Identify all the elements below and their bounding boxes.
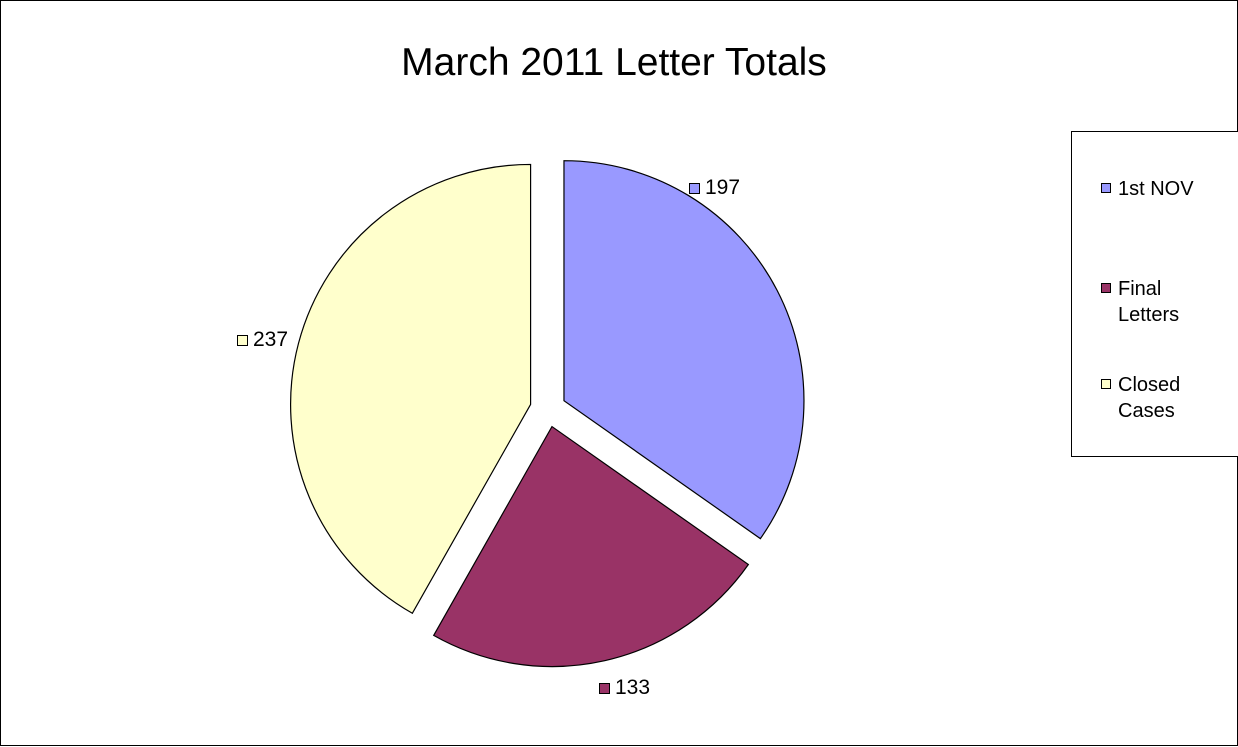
pie-slice-1st-nov: [563, 160, 805, 540]
legend-label-line: Letters: [1118, 304, 1180, 326]
data-label-value-final-letters: 133: [615, 676, 651, 699]
legend-swatch-final-letters: [1101, 283, 1111, 293]
pie-slice-closed-cases: [290, 163, 532, 615]
legend-label-1st-nov: 1st NOV: [1118, 176, 1194, 202]
data-label-value-closed-cases: 237: [253, 328, 289, 351]
legend-label-line: 1st NOV: [1118, 178, 1194, 200]
legend-label-line: Cases: [1118, 400, 1175, 422]
chart-title: March 2011 Letter Totals: [401, 41, 827, 84]
data-label-value-1st-nov: 197: [705, 176, 741, 199]
legend: 1st NOV Final Letters Closed Cases: [1071, 131, 1238, 457]
legend-label-line: Closed: [1118, 374, 1181, 396]
data-label-swatch-final-letters: [599, 683, 610, 694]
legend-swatch-closed-cases: [1101, 379, 1111, 389]
data-label-swatch-1st-nov: [689, 183, 700, 194]
legend-label-closed-cases: Closed Cases: [1118, 372, 1180, 424]
legend-label-final-letters: Final Letters: [1118, 276, 1179, 328]
pie-slice-final-letters: [432, 425, 750, 668]
legend-label-line: Final: [1118, 278, 1162, 300]
data-label-swatch-closed-cases: [237, 335, 248, 346]
legend-swatch-1st-nov: [1101, 183, 1111, 193]
